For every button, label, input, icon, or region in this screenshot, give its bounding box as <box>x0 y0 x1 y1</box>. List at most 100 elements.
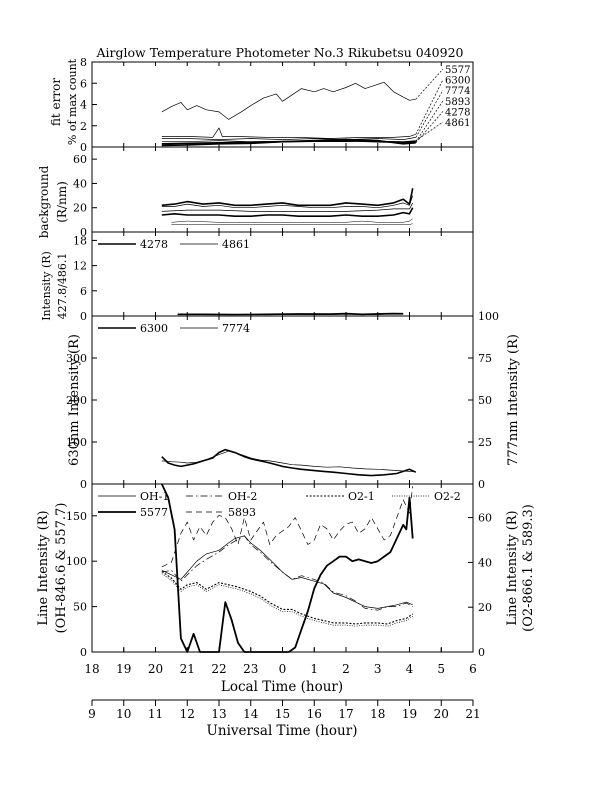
legend-5893: 5893 <box>445 97 470 108</box>
series-o2-1 <box>161 570 414 625</box>
y-tick-label: 50 <box>73 601 87 614</box>
series-oh-1 <box>161 535 413 609</box>
y-right-tick-label: 100 <box>478 310 499 323</box>
y-tick-label: 100 <box>66 436 87 449</box>
series-line <box>171 218 413 223</box>
universal-time-label: Universal Time (hour) <box>207 723 358 739</box>
figure-title: Airglow Temperature Photometer No.3 Riku… <box>96 45 464 60</box>
series-5893 <box>161 486 414 568</box>
universal-axis-tick-label: 10 <box>116 707 131 721</box>
legend-oh-1: OH-1 <box>140 490 169 503</box>
fit-error-ylabel-2: % of max count <box>66 58 79 145</box>
universal-axis-tick-label: 18 <box>370 707 385 721</box>
legend-5577: 5577 <box>140 506 168 519</box>
legend-4861: 4861 <box>222 238 250 251</box>
universal-axis-tick-label: 19 <box>402 707 417 721</box>
blue-ylabel-1: Intensity (R) <box>40 251 53 321</box>
y-tick-label: 300 <box>66 352 87 365</box>
legend-o2-1: O2-1 <box>348 490 375 503</box>
universal-axis-tick-label: 17 <box>338 707 353 721</box>
universal-axis-tick-label: 16 <box>307 707 322 721</box>
series-5577 <box>160 483 414 653</box>
series-line <box>161 202 414 212</box>
y-tick-label: 6 <box>80 285 87 298</box>
series-7774 <box>161 450 416 473</box>
y-tick-label: 0 <box>80 226 87 239</box>
y-tick-label: 200 <box>66 394 87 407</box>
universal-axis-tick-label: 11 <box>148 707 163 721</box>
legend-oh-2: OH-2 <box>228 490 257 503</box>
series-4861 <box>161 140 416 143</box>
series-6300 <box>161 127 416 139</box>
local-axis-tick-label: 23 <box>243 662 258 676</box>
panel-frame <box>91 146 474 233</box>
series-o2-2 <box>161 573 413 627</box>
legend-leader <box>415 90 444 138</box>
universal-axis-tick-label: 13 <box>211 707 226 721</box>
red-ylabel-right: 777nm Intensity (R) <box>506 334 521 466</box>
series-line <box>161 195 414 209</box>
y-tick-label: 8 <box>80 56 87 69</box>
fit-error-ylabel-1: fit error <box>49 78 63 126</box>
universal-axis-tick-label: 15 <box>275 707 290 721</box>
background-panel: background (R/nm) 0 20 40 60 <box>37 146 474 239</box>
y-right-tick-label: 25 <box>478 436 492 449</box>
y-tick-label: 150 <box>66 510 87 523</box>
series-oh-2 <box>161 535 413 611</box>
local-axis-tick-label: 21 <box>180 662 195 676</box>
local-axis-tick-label: 19 <box>116 662 131 676</box>
fit-error-panel: fit error % of max count 557763007774589… <box>49 56 474 154</box>
legend-4278: 4278 <box>140 238 168 251</box>
line-ylabel-right-2: (O2-866.1 & 589.3) <box>521 504 536 632</box>
y-tick-label: 18 <box>73 234 87 247</box>
universal-axis-tick-label: 9 <box>88 707 96 721</box>
legend-leader <box>415 100 444 142</box>
local-axis-tick-label: 6 <box>469 662 477 676</box>
y-right-tick-label: 0 <box>478 478 485 491</box>
y-tick-label: 40 <box>73 177 87 190</box>
universal-axis-tick-label: 14 <box>243 707 259 721</box>
legend-4278: 4278 <box>445 107 470 118</box>
y-tick-label: 0 <box>80 141 87 154</box>
local-axis-tick-label: 5 <box>437 662 445 676</box>
local-axis-tick-label: 18 <box>84 662 99 676</box>
y-right-tick-label: 50 <box>478 394 492 407</box>
local-time-label: Local Time (hour) <box>221 679 343 695</box>
universal-axis-tick-label: 21 <box>465 707 480 721</box>
series-5577 <box>161 81 416 120</box>
blue-ylabel-2: 427.8/486.1 <box>56 253 69 320</box>
legend-leader <box>415 68 444 100</box>
legend-7774: 7774 <box>222 322 250 335</box>
y-tick-label: 2 <box>80 120 87 133</box>
legend-o2-2: O2-2 <box>434 490 461 503</box>
local-axis-tick-label: 1 <box>310 662 318 676</box>
y-tick-label: 20 <box>73 202 87 215</box>
panel-frame <box>91 315 474 485</box>
legend-5893: 5893 <box>228 506 256 519</box>
local-axis-tick-label: 4 <box>406 662 414 676</box>
series-line <box>161 188 414 207</box>
series-6300 <box>161 448 417 477</box>
line-ylabel-right-1: Line Intensity (R) <box>505 510 520 625</box>
y-right-tick-label: 0 <box>478 646 485 659</box>
background-ylabel-2: (R/nm) <box>55 181 69 223</box>
legend-5577: 5577 <box>445 65 470 76</box>
y-tick-label: 12 <box>73 260 87 273</box>
y-right-tick-label: 75 <box>478 352 492 365</box>
legend-7774: 7774 <box>445 86 470 97</box>
line-ylabel-left-1: Line Intensity (R) <box>36 510 51 625</box>
local-axis-tick-label: 3 <box>374 662 382 676</box>
legend-leader <box>415 121 444 141</box>
background-ylabel-1: background <box>37 165 51 238</box>
line-ylabel-left-2: (OH-846.6 & 557.7) <box>54 503 69 634</box>
time-axes: Local Time (hour) Universal Time (hour) … <box>84 647 481 739</box>
y-tick-label: 0 <box>80 478 87 491</box>
line-intensity-panel: Line Intensity (R) (OH-846.6 & 557.7) Li… <box>36 483 536 659</box>
legend-leader <box>415 79 444 135</box>
y-right-tick-label: 60 <box>478 512 492 525</box>
local-axis-tick-label: 0 <box>279 662 287 676</box>
local-axis-tick-label: 22 <box>211 662 226 676</box>
legend-6300: 6300 <box>140 322 168 335</box>
